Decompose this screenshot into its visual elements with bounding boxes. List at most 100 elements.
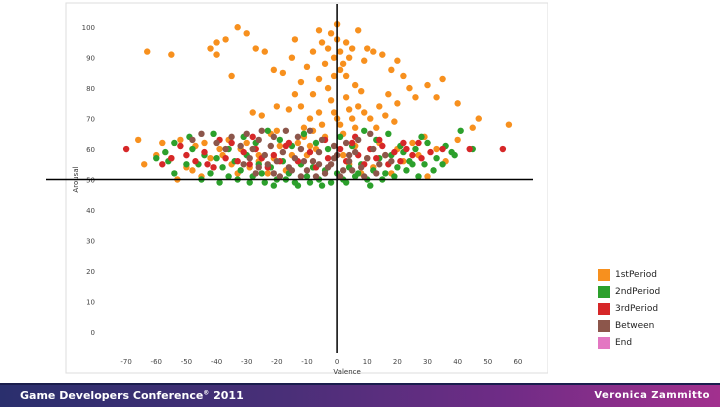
y-tick-label: 80 — [86, 85, 95, 93]
data-point-between — [376, 161, 383, 168]
x-tick-label: 10 — [363, 358, 372, 366]
data-point-1stperiod — [505, 121, 513, 128]
data-point-2ndperiod — [451, 151, 458, 159]
data-point-1stperiod — [189, 167, 196, 174]
x-tick-label: 30 — [423, 358, 432, 366]
data-point-3rdperiod — [466, 145, 473, 153]
data-point-1stperiod — [222, 36, 229, 43]
y-tick-label: 70 — [86, 116, 95, 124]
data-point-2ndperiod — [225, 173, 232, 180]
data-point-between — [345, 158, 353, 165]
footer-bar: Game Developers Conference® 2011 Veronic… — [0, 383, 720, 407]
data-point-between — [264, 161, 271, 168]
data-point-between — [315, 148, 323, 156]
legend-item: 3rdPeriod — [598, 300, 716, 317]
data-point-1stperiod — [345, 106, 353, 113]
data-point-1stperiod — [439, 75, 446, 83]
data-point-1stperiod — [475, 115, 482, 122]
data-point-1stperiod — [141, 161, 148, 168]
chart-panel: 0 10 20 30 40 50 60 70 80 90 100 -70 -60 -50 -40 -30 -20… — [46, 2, 548, 376]
data-point-1stperiod — [358, 87, 365, 95]
data-point-1stperiod — [321, 60, 329, 67]
data-point-2ndperiod — [433, 154, 440, 162]
data-point-1stperiod — [336, 66, 344, 74]
data-point-between — [309, 158, 317, 165]
data-point-3rdperiod — [228, 139, 235, 147]
data-point-between — [252, 170, 259, 177]
data-point-between — [336, 173, 344, 180]
legend-swatch — [598, 336, 610, 349]
y-tick-label: 10 — [86, 298, 95, 306]
data-point-between — [330, 154, 338, 162]
data-point-1stperiod — [252, 45, 259, 52]
data-point-1stperiod — [433, 94, 440, 101]
data-point-3rdperiod — [415, 139, 422, 147]
data-point-2ndperiod — [189, 145, 196, 153]
data-point-1stperiod — [228, 72, 235, 80]
data-point-3rdperiod — [168, 154, 175, 162]
data-point-1stperiod — [249, 109, 256, 116]
data-point-1stperiod — [273, 127, 281, 134]
data-point-1stperiod — [261, 48, 268, 55]
data-point-1stperiod — [336, 48, 344, 55]
data-point-1stperiod — [364, 45, 371, 52]
data-point-1stperiod — [339, 151, 347, 159]
data-point-between — [300, 158, 308, 165]
data-point-between — [339, 167, 347, 174]
data-point-between — [315, 161, 323, 168]
data-point-between — [358, 164, 365, 171]
data-point-3rdperiod — [122, 145, 130, 153]
data-point-2ndperiod — [394, 164, 401, 171]
data-point-1stperiod — [330, 54, 338, 61]
data-point-between — [255, 136, 262, 144]
data-point-2ndperiod — [324, 145, 332, 153]
data-point-1stperiod — [391, 118, 398, 125]
data-point-2ndperiod — [261, 179, 268, 186]
data-point-between — [255, 164, 262, 171]
data-point-1stperiod — [201, 139, 208, 147]
data-point-2ndperiod — [306, 179, 314, 186]
data-point-3rdperiod — [373, 154, 380, 162]
legend-swatch — [598, 285, 610, 298]
data-point-1stperiod — [424, 81, 431, 89]
data-point-3rdperiod — [222, 154, 229, 162]
legend-label: Between — [615, 320, 655, 331]
data-point-1stperiod — [134, 136, 142, 144]
data-point-between — [303, 167, 311, 174]
data-point-3rdperiod — [376, 136, 383, 144]
data-point-between — [382, 151, 389, 159]
data-point-3rdperiod — [177, 142, 184, 150]
data-point-2ndperiod — [264, 127, 271, 134]
data-point-between — [258, 127, 265, 134]
data-point-between — [321, 170, 329, 177]
data-point-1stperiod — [159, 139, 166, 147]
data-point-3rdperiod — [201, 148, 208, 156]
data-point-between — [243, 130, 250, 138]
legend-swatch — [598, 268, 610, 281]
footer-author-name: Veronica Zammitto — [594, 390, 710, 401]
data-point-1stperiod — [351, 124, 359, 131]
data-point-between — [324, 164, 332, 171]
data-point-2ndperiod — [418, 133, 425, 141]
x-tick-label: -70 — [120, 358, 131, 366]
data-point-2ndperiod — [294, 182, 302, 189]
data-point-between — [318, 136, 326, 144]
y-tick-label: 60 — [86, 146, 95, 154]
y-tick-label: 40 — [86, 207, 95, 215]
data-point-1stperiod — [361, 109, 368, 116]
data-point-1stperiod — [216, 145, 223, 153]
data-point-3rdperiod — [397, 158, 404, 165]
data-point-2ndperiod — [457, 127, 464, 134]
legend-label: 3rdPeriod — [615, 303, 659, 314]
data-point-2ndperiod — [355, 170, 362, 177]
data-point-between — [373, 170, 380, 177]
data-point-between — [279, 148, 287, 156]
data-point-1stperiod — [406, 84, 413, 92]
data-point-3rdperiod — [418, 154, 425, 162]
data-point-2ndperiod — [270, 182, 278, 189]
data-point-2ndperiod — [327, 179, 335, 186]
data-point-1stperiod — [309, 48, 317, 55]
data-point-between — [306, 127, 314, 134]
data-point-between — [364, 154, 371, 162]
y-tick-label: 20 — [86, 268, 95, 276]
